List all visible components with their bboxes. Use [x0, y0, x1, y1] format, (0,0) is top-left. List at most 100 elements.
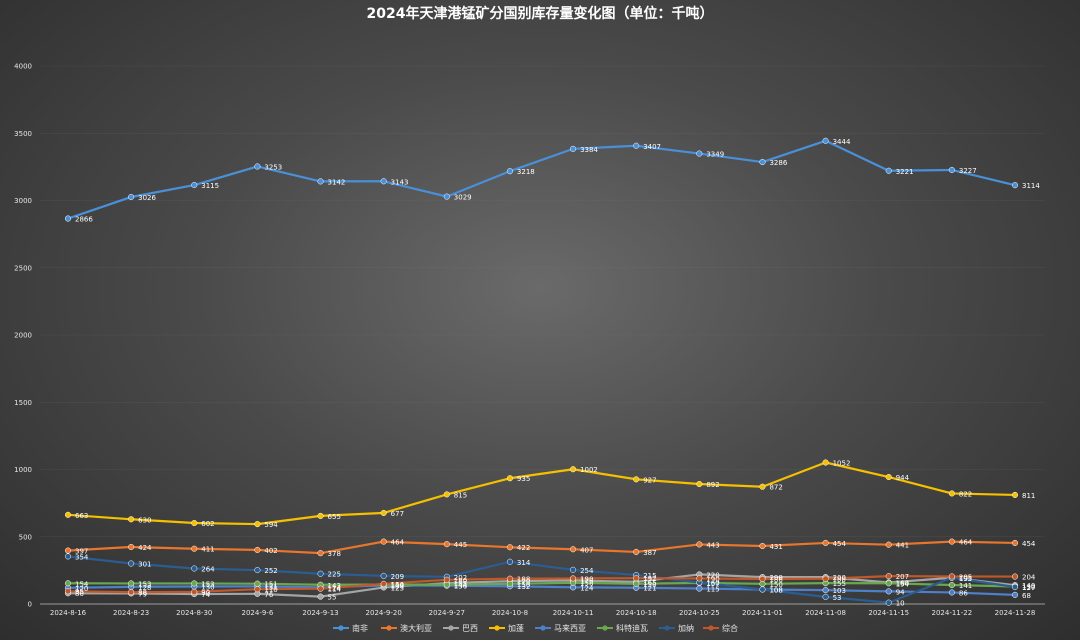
data-label: 422 [517, 544, 530, 552]
data-label: 3253 [264, 163, 282, 171]
data-point [191, 545, 198, 552]
legend-item[interactable]: 加蓬 [489, 623, 524, 633]
data-label: 53 [833, 594, 842, 602]
axes: 0 500 1000 1500 2000 2500 3000 3500 4000 2024-8-1… [14, 63, 1045, 617]
data-label: 3349 [706, 151, 724, 159]
series-line [67, 584, 1016, 596]
data-label: 170 [517, 578, 530, 586]
data-label: 88 [138, 589, 147, 597]
data-label: 157 [706, 580, 719, 588]
legend-item[interactable]: 澳大利亚 [381, 623, 432, 633]
data-point [254, 546, 261, 553]
data-point [633, 580, 640, 587]
data-label: 154 [75, 580, 89, 588]
data-label: 220 [706, 571, 719, 579]
data-label: 454 [833, 540, 847, 548]
data-label: 3286 [769, 159, 787, 167]
data-label: 202 [454, 574, 467, 582]
data-point [254, 586, 261, 593]
legend-label: 综合 [722, 623, 738, 633]
data-label: 76 [264, 591, 273, 599]
y-tick-label: 500 [19, 533, 32, 541]
data-point [128, 543, 135, 551]
data-point [380, 538, 387, 545]
data-point [948, 581, 955, 589]
data-label: 144 [454, 582, 468, 590]
x-tick-label: 2024-8-30 [176, 609, 212, 617]
data-label: 2866 [75, 216, 93, 224]
data-label: 151 [264, 581, 277, 589]
data-point [191, 588, 198, 595]
data-label: 301 [138, 561, 151, 569]
data-label: 79 [138, 590, 147, 598]
data-label: 252 [264, 567, 277, 575]
data-label: 195 [959, 575, 972, 583]
data-point [759, 158, 766, 166]
legend-swatch-marker [602, 625, 608, 631]
legend-item[interactable]: 巴西 [443, 624, 478, 633]
data-label: 3444 [833, 138, 851, 146]
data-label: 225 [328, 571, 341, 579]
data-label: 74 [201, 591, 210, 599]
data-label: 55 [328, 594, 337, 602]
data-label: 190 [706, 575, 719, 583]
data-point [570, 575, 577, 582]
data-label: 124 [580, 584, 594, 592]
x-tick-label: 2024-11-01 [742, 609, 783, 617]
data-point [822, 593, 829, 600]
data-point [948, 573, 955, 580]
data-point [317, 550, 324, 557]
data-point [570, 546, 577, 553]
data-point [64, 511, 72, 518]
data-point [64, 588, 72, 595]
data-point [254, 567, 261, 574]
data-point [696, 480, 703, 488]
data-label: 3114 [1022, 182, 1040, 190]
data-point [948, 589, 955, 596]
data-label: 150 [391, 581, 404, 589]
y-tick-label: 3500 [14, 130, 32, 138]
data-point [254, 580, 261, 587]
y-tick-label: 0 [28, 601, 32, 609]
legend-swatch-marker [338, 625, 344, 631]
data-label: 944 [896, 474, 910, 482]
data-label: 95 [75, 588, 84, 596]
legend: 南非 澳大利亚 巴西 加蓬 马来西亚 科特迪瓦 加纳 综合 [333, 623, 738, 633]
data-label: 110 [264, 586, 277, 594]
data-point [380, 572, 387, 579]
data-point [1011, 591, 1019, 598]
data-point [380, 580, 387, 587]
data-label: 132 [517, 583, 530, 591]
data-label: 124 [328, 584, 342, 592]
data-label: 205 [959, 573, 972, 581]
data-point [506, 475, 513, 482]
legend-swatch-marker [664, 625, 670, 631]
data-label: 3029 [454, 194, 472, 202]
data-label: 165 [643, 579, 656, 587]
data-label: 188 [517, 576, 530, 584]
data-label: 153 [201, 580, 214, 588]
x-tick-label: 2024-9-6 [242, 609, 274, 617]
legend-item[interactable]: 马来西亚 [535, 624, 586, 633]
data-label: 138 [391, 582, 404, 590]
data-point [1011, 491, 1019, 498]
data-label: 153 [138, 580, 151, 588]
data-point [1011, 573, 1019, 580]
legend-item[interactable]: 科特迪瓦 [597, 623, 648, 633]
data-label: 677 [391, 510, 404, 518]
data-label: 927 [643, 476, 656, 484]
data-point [570, 145, 577, 152]
x-tick-label: 2024-10-8 [492, 609, 528, 617]
legend-item[interactable]: 综合 [703, 623, 738, 633]
y-tick-label: 3000 [14, 197, 32, 205]
data-label: 815 [454, 491, 467, 499]
legend-label: 澳大利亚 [400, 623, 432, 633]
data-point [885, 573, 892, 580]
legend-item[interactable]: 南非 [333, 623, 368, 633]
legend-item[interactable]: 加纳 [659, 623, 694, 633]
series-4 [64, 459, 1019, 528]
data-point [822, 137, 829, 144]
data-point [317, 178, 324, 185]
data-label: 1002 [580, 466, 598, 474]
